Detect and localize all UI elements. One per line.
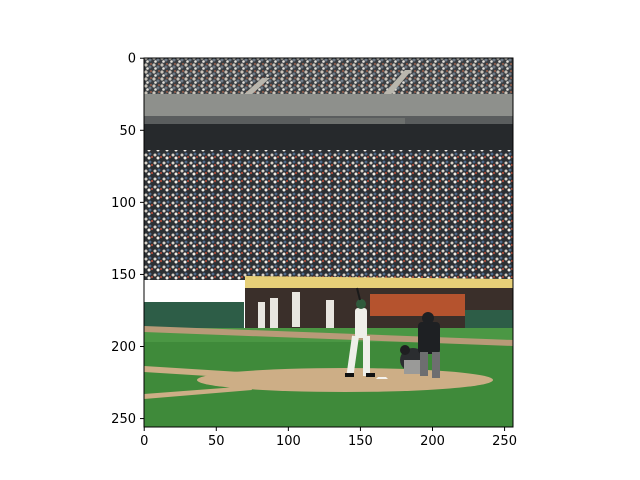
y-tick-label: 150 [111,268,136,283]
side-wall [144,302,244,328]
dugout-players [258,292,334,330]
umpire [418,312,440,378]
y-tick-label: 250 [111,412,136,427]
baseline-left [144,366,240,378]
y-tick-label: 50 [119,124,136,139]
y-tick-label: 200 [111,340,136,355]
x-axis-ticks: 0 50 100 150 200 250 [140,427,517,449]
x-tick-label: 150 [348,434,373,449]
axes-frame [143,57,514,428]
y-axis-ticks: 0 50 100 150 200 250 [111,52,144,427]
x-tick-label: 100 [276,434,301,449]
x-tick-label: 250 [492,434,517,449]
x-tick-label: 0 [140,434,148,449]
baseball-photo [144,58,513,427]
dugout-banner [370,294,465,316]
batter [345,287,375,377]
home-plate [376,377,388,379]
x-tick-label: 200 [420,434,445,449]
x-tick-label: 50 [208,434,225,449]
upper-stairs-right [380,70,412,98]
lower-deck-crowd [144,150,513,280]
y-tick-label: 0 [128,52,136,67]
baseline-lower [144,386,252,399]
y-tick-label: 100 [111,196,136,211]
